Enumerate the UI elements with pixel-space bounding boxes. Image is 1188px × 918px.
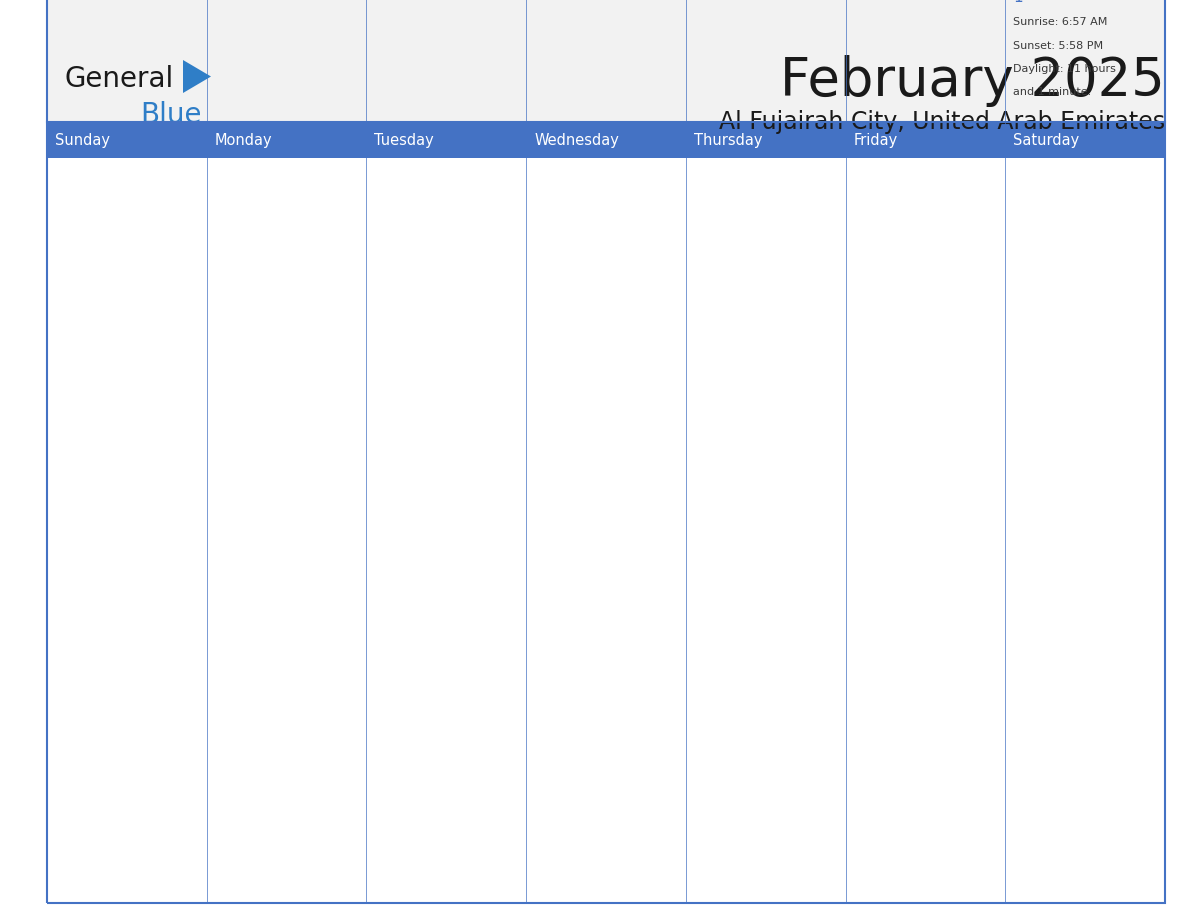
Bar bbox=[1005, 0, 1165, 122]
Bar bbox=[846, 122, 1005, 158]
Bar bbox=[48, 0, 207, 122]
Text: Sunrise: 6:57 AM: Sunrise: 6:57 AM bbox=[1013, 17, 1107, 28]
Bar bbox=[526, 0, 685, 122]
Bar bbox=[207, 122, 366, 158]
Text: Blue: Blue bbox=[140, 101, 202, 129]
Text: General: General bbox=[65, 65, 175, 93]
Text: Friday: Friday bbox=[853, 132, 898, 148]
Text: Wednesday: Wednesday bbox=[535, 132, 619, 148]
Text: and 1 minute.: and 1 minute. bbox=[1013, 87, 1092, 97]
Text: Thursday: Thursday bbox=[694, 132, 763, 148]
Text: Sunset: 5:58 PM: Sunset: 5:58 PM bbox=[1013, 40, 1104, 50]
Bar bbox=[685, 0, 846, 122]
Bar bbox=[366, 122, 526, 158]
Text: Tuesday: Tuesday bbox=[374, 132, 434, 148]
Bar bbox=[526, 122, 685, 158]
Bar bbox=[685, 122, 846, 158]
Bar bbox=[48, 122, 207, 158]
Text: February 2025: February 2025 bbox=[781, 55, 1165, 107]
Bar bbox=[1005, 122, 1165, 158]
Bar bbox=[207, 0, 366, 122]
Polygon shape bbox=[183, 60, 211, 93]
Text: Sunday: Sunday bbox=[55, 132, 110, 148]
Text: Al Fujairah City, United Arab Emirates: Al Fujairah City, United Arab Emirates bbox=[719, 110, 1165, 134]
Text: Daylight: 11 hours: Daylight: 11 hours bbox=[1013, 64, 1117, 74]
Bar bbox=[366, 0, 526, 122]
Bar bbox=[846, 0, 1005, 122]
Text: Monday: Monday bbox=[215, 132, 272, 148]
Text: 1: 1 bbox=[1013, 0, 1023, 6]
Text: Saturday: Saturday bbox=[1013, 132, 1080, 148]
